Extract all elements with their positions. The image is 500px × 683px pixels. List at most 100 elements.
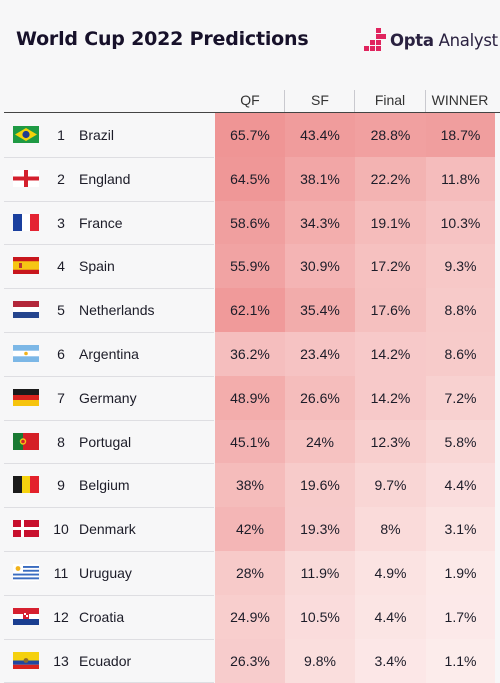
probability-cell-winner: 8.8%: [426, 288, 495, 333]
probability-cell-qf: 28%: [215, 551, 285, 595]
team-name: Spain: [79, 258, 115, 275]
table-row: 9 Belgium 38% 19.6% 9.7% 4.4%: [0, 463, 500, 508]
column-header-qf: QF: [240, 92, 260, 108]
row-separator: [4, 419, 214, 421]
probability-cell-qf: 24.9%: [215, 594, 285, 639]
probability-cell-qf: 48.9%: [215, 375, 285, 420]
table-row: 13 Ecuador 26.3% 9.8% 3.4% 1.1%: [0, 638, 500, 683]
ecuador-flag-icon: [13, 651, 39, 669]
probability-cell-final: 12.3%: [355, 419, 426, 464]
column-headers: QF SF Final WINNER: [0, 84, 500, 112]
team-name: Netherlands: [79, 302, 155, 319]
brand-name: Opta Analyst: [390, 30, 498, 50]
table-row: 8 Portugal 45.1% 24% 12.3% 5.8%: [0, 419, 500, 464]
probability-cell-qf: 38%: [215, 463, 285, 508]
probability-cell-qf: 42%: [215, 507, 285, 552]
team-name: France: [79, 214, 123, 231]
netherlands-flag-icon: [13, 301, 39, 319]
probability-cell-sf: 9.8%: [285, 638, 355, 683]
table-row: 1 Brazil 65.7% 43.4% 28.8% 18.7%: [0, 113, 500, 157]
probability-cell-qf: 55.9%: [215, 244, 285, 289]
table-row: 6 Argentina 36.2% 23.4% 14.2% 8.6%: [0, 332, 500, 376]
row-separator: [4, 463, 214, 465]
rank-label: 12: [53, 608, 69, 625]
probability-cell-winner: 7.2%: [426, 375, 495, 420]
team-name: Brazil: [79, 127, 115, 143]
table-row: 12 Croatia 24.9% 10.5% 4.4% 1.7%: [0, 594, 500, 639]
croatia-flag-icon: [13, 607, 39, 625]
row-separator: [4, 244, 214, 246]
probability-cell-winner: 1.9%: [426, 551, 495, 595]
team-name: England: [79, 170, 131, 187]
probability-cell-winner: 3.1%: [426, 507, 495, 552]
table-row: 4 Spain 55.9% 30.9% 17.2% 9.3%: [0, 244, 500, 289]
brazil-flag-icon: [13, 126, 39, 143]
probability-cell-winner: 10.3%: [426, 200, 495, 245]
england-flag-icon: [13, 169, 39, 187]
probability-cell-sf: 10.5%: [285, 594, 355, 639]
probability-cell-winner: 1.7%: [426, 594, 495, 639]
spain-flag-icon: [13, 257, 39, 275]
rank-label: 3: [57, 214, 65, 231]
probability-cell-final: 8%: [355, 507, 426, 552]
team-name: Croatia: [79, 608, 125, 625]
probability-cell-final: 9.7%: [355, 463, 426, 508]
row-separator: [4, 200, 214, 202]
row-separator: [4, 507, 214, 509]
probability-cell-winner: 1.1%: [426, 638, 495, 683]
probability-cell-final: 4.9%: [355, 551, 426, 595]
probability-cell-winner: 4.4%: [426, 463, 495, 508]
table-row: 5 Netherlands 62.1% 35.4% 17.6% 8.8%: [0, 288, 500, 333]
rank-label: 4: [57, 258, 65, 275]
team-name: Germany: [79, 389, 137, 406]
column-header-winner: WINNER: [431, 92, 489, 108]
table-row: 2 England 64.5% 38.1% 22.2% 11.8%: [0, 156, 500, 201]
probability-cell-winner: 5.8%: [426, 419, 495, 464]
rank-label: 1: [57, 127, 65, 143]
row-separator: [4, 156, 214, 158]
uruguay-flag-icon: [13, 564, 39, 581]
row-separator: [4, 332, 214, 333]
header-divider: [284, 90, 285, 112]
belgium-flag-icon: [13, 476, 39, 494]
team-name: Belgium: [79, 477, 130, 494]
probability-cell-final: 19.1%: [355, 200, 426, 245]
team-name: Uruguay: [79, 565, 132, 581]
row-separator: [4, 375, 214, 377]
probability-cell-final: 14.2%: [355, 375, 426, 420]
rank-label: 6: [57, 346, 65, 362]
probability-cell-sf: 19.6%: [285, 463, 355, 508]
probability-cell-qf: 45.1%: [215, 419, 285, 464]
germany-flag-icon: [13, 388, 39, 406]
probability-cell-winner: 8.6%: [426, 332, 495, 376]
probability-cell-winner: 18.7%: [426, 113, 495, 157]
probability-cell-qf: 26.3%: [215, 638, 285, 683]
probability-cell-final: 17.2%: [355, 244, 426, 289]
rank-label: 5: [57, 302, 65, 319]
probability-cell-sf: 19.3%: [285, 507, 355, 552]
rank-label: 8: [57, 433, 65, 450]
table-row: 10 Denmark 42% 19.3% 8% 3.1%: [0, 507, 500, 552]
rank-label: 10: [53, 521, 69, 538]
opta-analyst-logo: Opta Analyst: [360, 26, 498, 54]
portugal-flag-icon: [13, 432, 39, 450]
probability-cell-sf: 30.9%: [285, 244, 355, 289]
table-row: 7 Germany 48.9% 26.6% 14.2% 7.2%: [0, 375, 500, 420]
probability-cell-final: 28.8%: [355, 113, 426, 157]
probability-cell-final: 14.2%: [355, 332, 426, 376]
team-name: Argentina: [79, 346, 139, 362]
page-title: World Cup 2022 Predictions: [16, 28, 309, 50]
row-separator: [4, 551, 214, 552]
france-flag-icon: [13, 213, 39, 231]
probability-cell-qf: 36.2%: [215, 332, 285, 376]
team-name: Denmark: [79, 521, 136, 538]
probability-cell-winner: 9.3%: [426, 244, 495, 289]
probability-cell-sf: 23.4%: [285, 332, 355, 376]
header-divider: [425, 90, 426, 112]
column-header-final: Final: [374, 92, 406, 108]
probability-cell-qf: 62.1%: [215, 288, 285, 333]
rank-label: 11: [53, 565, 69, 581]
table-row: 3 France 58.6% 34.3% 19.1% 10.3%: [0, 200, 500, 245]
rank-label: 13: [53, 652, 69, 669]
team-name: Portugal: [79, 433, 132, 450]
